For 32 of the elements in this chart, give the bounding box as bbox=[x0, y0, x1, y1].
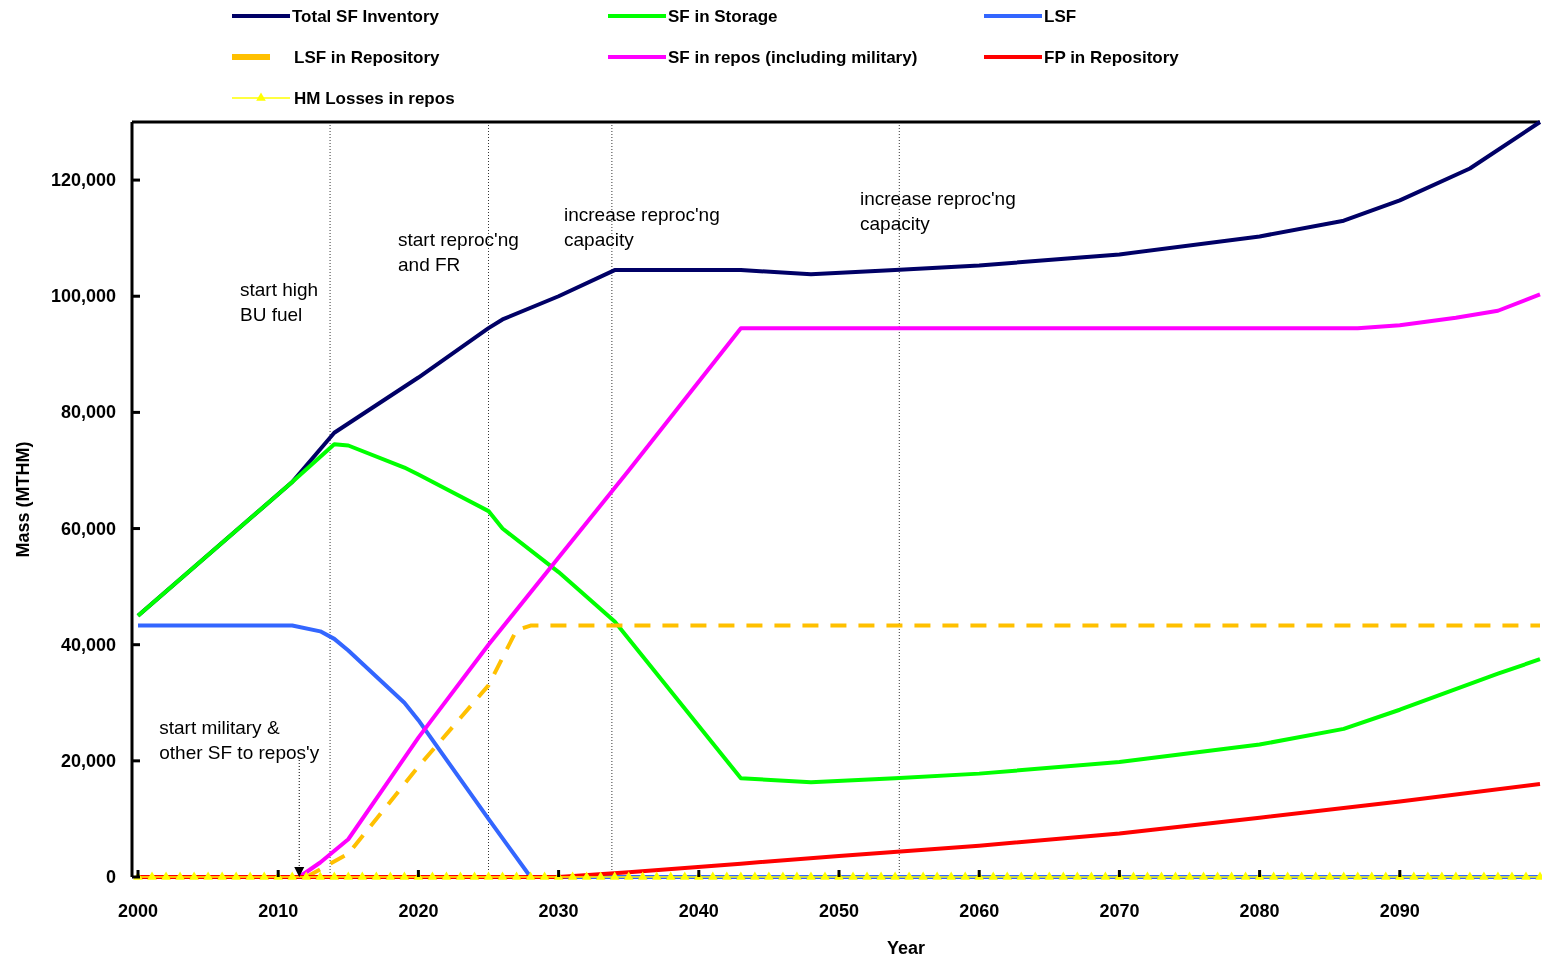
x-tick-label: 2060 bbox=[959, 901, 1000, 921]
x-axis-title: Year bbox=[886, 938, 926, 958]
x-tick-label: 2000 bbox=[117, 901, 159, 921]
y-axis-title: Mass (MTHM) bbox=[13, 441, 33, 558]
annotation: start reproc'ng and FR bbox=[398, 229, 519, 275]
y-tick-label: 20,000 bbox=[60, 750, 116, 771]
annotation: increase reproc'ng capacity bbox=[564, 204, 720, 250]
x-tick-label: 2040 bbox=[678, 901, 719, 921]
x-tick-label: 2030 bbox=[538, 901, 579, 921]
y-tick-label: 80,000 bbox=[60, 402, 116, 423]
annotation: start military & other SF to repos'y bbox=[159, 717, 320, 763]
legend-label: FP in Repository bbox=[1044, 48, 1180, 67]
y-tick-label: 0 bbox=[105, 867, 116, 887]
legend-label: Total SF Inventory bbox=[292, 7, 440, 26]
x-tick-label: 2090 bbox=[1379, 901, 1420, 921]
x-tick-label: 2010 bbox=[258, 901, 299, 921]
y-tick-label: 60,000 bbox=[60, 518, 116, 539]
x-tick-label: 2070 bbox=[1099, 901, 1140, 921]
x-tick-label: 2050 bbox=[818, 901, 860, 921]
legend-label: SF in repos (including military) bbox=[668, 48, 918, 67]
legend-label: LSF bbox=[1044, 7, 1077, 26]
y-tick-label: 40,000 bbox=[60, 634, 116, 655]
x-tick-label: 2020 bbox=[398, 901, 439, 921]
annotation: start high BU fuel bbox=[240, 279, 319, 325]
line-series bbox=[136, 442, 1542, 785]
legend-label: SF in Storage bbox=[668, 7, 778, 26]
annotation: increase reproc'ng capacity bbox=[860, 188, 1016, 234]
y-tick-label: 120,000 bbox=[50, 170, 116, 191]
y-tick-label: 100,000 bbox=[50, 286, 116, 307]
x-tick-label: 2080 bbox=[1239, 901, 1280, 921]
legend-label: LSF in Repository bbox=[294, 48, 440, 67]
legend-label: HM Losses in repos bbox=[294, 89, 455, 108]
